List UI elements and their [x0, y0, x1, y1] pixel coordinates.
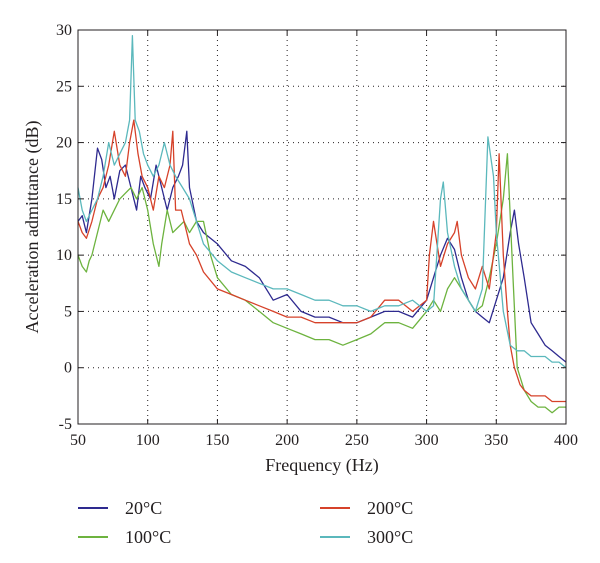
x-tick-label: 250 [345, 432, 369, 449]
x-tick-label: 50 [70, 432, 86, 449]
x-axis-label: Frequency (Hz) [265, 455, 378, 476]
x-tick-label: 300 [415, 432, 439, 449]
y-axis-label: Acceleration admittance (dB) [22, 121, 43, 334]
y-tick-label: 0 [64, 360, 72, 377]
y-tick-label: 5 [64, 303, 72, 320]
y-tick-label: 10 [56, 247, 72, 264]
x-tick-label: 200 [275, 432, 299, 449]
legend-label-300c: 300°C [367, 527, 413, 547]
x-tick-label: 100 [136, 432, 160, 449]
y-tick-label: 20 [56, 135, 72, 152]
x-tick-label: 400 [554, 432, 578, 449]
ticks: 50 100 150 200 250 300 350 400 -5 0 5 10 15 20 25 30 [56, 22, 578, 449]
x-tick-label: 150 [205, 432, 229, 449]
legend-label-200c: 200°C [367, 498, 413, 518]
series-line-200c [77, 119, 566, 403]
legend: 20°C 100°C 200°C 300°C [78, 498, 413, 547]
y-tick-label: 30 [56, 22, 72, 39]
legend-label-20c: 20°C [125, 498, 162, 518]
series-line-20c [77, 130, 567, 363]
y-tick-label: -5 [59, 416, 72, 433]
grid [78, 30, 566, 424]
y-tick-label: 25 [56, 78, 72, 95]
y-tick-label: 15 [56, 191, 72, 208]
series-line-300c [77, 34, 567, 369]
series-layer [77, 34, 567, 414]
x-tick-label: 350 [484, 432, 508, 449]
plot-frame [77, 29, 567, 425]
legend-label-100c: 100°C [125, 527, 171, 547]
